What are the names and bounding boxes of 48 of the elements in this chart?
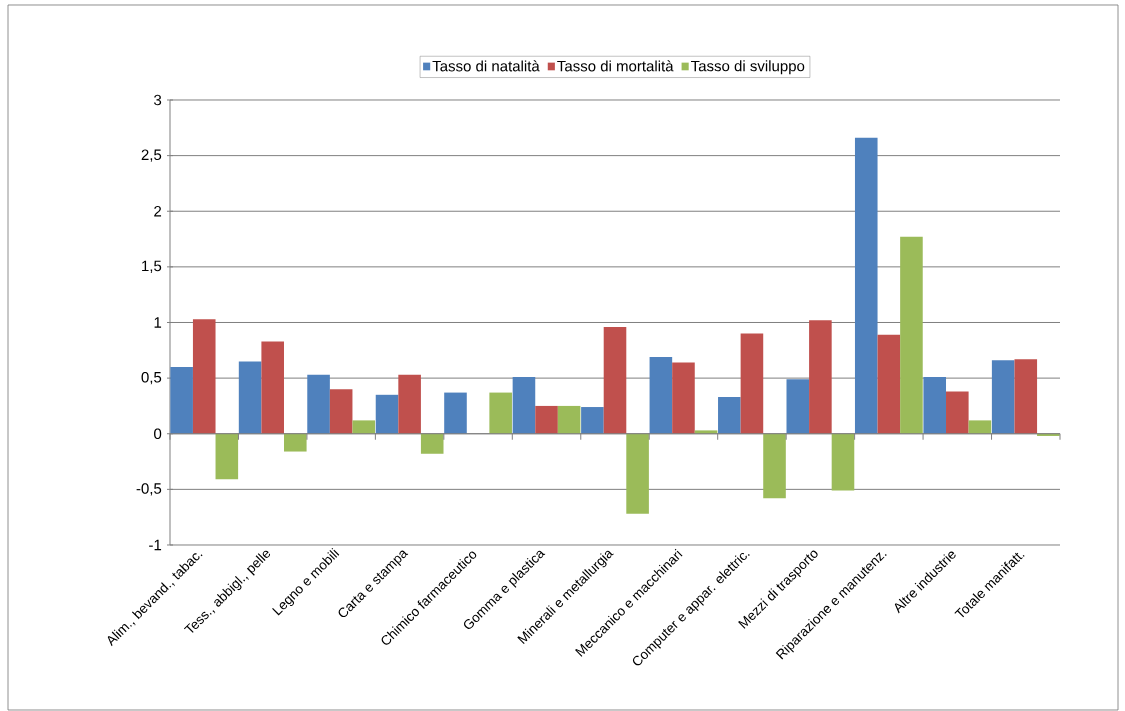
bar (900, 236, 923, 434)
bar (831, 433, 855, 491)
bar (557, 405, 581, 434)
bar (968, 420, 992, 434)
bar (923, 377, 947, 434)
y-tick-label: 0 (154, 428, 162, 440)
y-tick-label: 1 (154, 317, 162, 328)
bar (329, 389, 353, 434)
bar (649, 356, 673, 434)
bar (877, 334, 901, 434)
y-tick-label: 2 (154, 206, 162, 217)
legend-label: Tasso di mortalità (557, 60, 674, 72)
bar (740, 333, 764, 434)
bar (352, 420, 376, 434)
y-tick-label: 2,5 (141, 149, 162, 162)
legend-label: Tasso di sviluppo (691, 60, 805, 75)
bar (489, 392, 512, 434)
bar (444, 392, 467, 434)
bar (215, 433, 239, 480)
bar (170, 366, 193, 434)
bar (946, 391, 969, 434)
bar (1014, 359, 1038, 434)
bar (375, 394, 399, 434)
bar (307, 374, 330, 434)
bar (420, 433, 444, 454)
y-tick-label: 0,5 (141, 371, 162, 385)
bar (718, 397, 741, 434)
y-tick-label: -0,5 (136, 483, 162, 496)
bar (238, 361, 262, 434)
bar (581, 407, 604, 434)
bar (854, 137, 878, 434)
bar (991, 360, 1015, 434)
bar (512, 377, 536, 434)
bar (261, 341, 284, 434)
bar (192, 319, 216, 434)
bar (672, 362, 695, 434)
bar (809, 320, 832, 434)
y-tick-label: 1,5 (142, 260, 162, 273)
y-tick-label: -1 (149, 539, 162, 551)
bar (398, 374, 421, 434)
bar (626, 433, 649, 514)
bar (786, 379, 810, 434)
bar (603, 326, 627, 434)
bar (763, 433, 786, 499)
bar (283, 433, 307, 452)
bar (535, 405, 558, 434)
y-tick-label: 3 (154, 94, 162, 106)
legend-label: Tasso di natalità (432, 60, 540, 72)
